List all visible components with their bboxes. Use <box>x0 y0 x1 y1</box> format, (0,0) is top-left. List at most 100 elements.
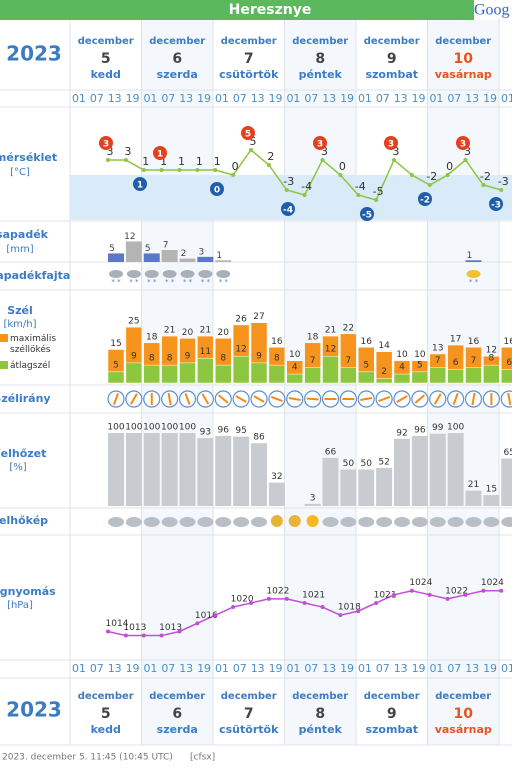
temperature-label: -3 <box>283 175 294 188</box>
precip-type-icon <box>109 270 123 278</box>
pressure-point <box>463 592 468 597</box>
wind-label: 8 <box>220 354 226 364</box>
daily-min-label: 1 <box>137 181 143 191</box>
footer: 2023. december 5. 11:45 (10:45 UTC) <box>2 753 173 763</box>
pressure-point <box>141 633 146 638</box>
wind-label: 21 <box>164 326 175 336</box>
cloud-bar <box>429 433 446 506</box>
cloud-bar <box>179 433 196 506</box>
legend-label: maximális széllökés <box>10 334 56 355</box>
hour: 01 <box>286 92 300 105</box>
wind-label: 25 <box>128 317 139 327</box>
cloud-picture-icon <box>447 517 464 527</box>
cloud-label: 100 <box>107 423 124 433</box>
hour: 13 <box>108 92 122 105</box>
cloud-bar <box>233 436 250 506</box>
logo-box[interactable] <box>474 0 512 20</box>
row-label: sapadék <box>0 228 49 241</box>
weekday: vasárnap <box>435 68 492 81</box>
temperature-point <box>141 168 146 172</box>
cloud-bar <box>197 438 214 506</box>
precipitation-label: 3 <box>199 247 205 257</box>
content: 2023 december5kedddecember6szerdadecember… <box>0 36 512 763</box>
wind-label: 22 <box>343 323 354 333</box>
row-label: Szélirány <box>0 392 51 405</box>
pressure-point <box>374 600 379 605</box>
wind-label: 16 <box>468 337 480 347</box>
wind-label: 21 <box>200 326 211 336</box>
cloud-picture-icon <box>411 517 428 527</box>
pressure-label: 1022 <box>266 586 289 596</box>
legend-line: átlagszél <box>10 360 50 371</box>
wind-label: 7 <box>346 356 352 366</box>
daily-min-marker <box>281 202 295 216</box>
hour: 01 <box>286 662 300 675</box>
pressure-point <box>302 600 307 605</box>
logo[interactable]: Goog <box>474 2 510 19</box>
daily-min-label: -3 <box>491 201 501 211</box>
wind-label: 13 <box>432 343 443 353</box>
hour: 01 <box>429 662 443 675</box>
pressure-point <box>213 613 218 618</box>
cloud-label: 50 <box>361 459 373 469</box>
wind-direction-arrow <box>360 396 373 402</box>
daily-max-label: 3 <box>317 140 323 150</box>
day-number: 5 <box>101 706 111 722</box>
cloud-label: 95 <box>235 426 246 436</box>
cloud-bar <box>268 482 285 506</box>
wind-label: 7 <box>435 356 441 366</box>
hour: 13 <box>179 662 193 675</box>
month: december <box>364 691 420 702</box>
temperature-point <box>106 158 110 162</box>
cloud-bar <box>322 457 339 506</box>
precip-type-icon <box>180 270 195 278</box>
daily-max-label: 3 <box>103 140 109 150</box>
daily-min-marker <box>418 192 432 206</box>
daily-max-marker <box>313 136 327 150</box>
wind-bar <box>375 378 393 384</box>
wind-label: 14 <box>378 341 390 351</box>
precip-type-icon <box>466 270 481 278</box>
precip-flakes: * * <box>183 278 193 286</box>
cloud-label: 15 <box>486 485 497 495</box>
wind-label: 16 <box>361 337 373 347</box>
precip-flakes: * * <box>219 278 229 286</box>
row-label: [°C] <box>10 167 30 178</box>
row-label: [hPa] <box>7 600 33 611</box>
temperature-point <box>374 198 379 202</box>
hour: 19 <box>197 92 211 105</box>
year: 2023 <box>6 42 62 66</box>
day-number: 10 <box>454 51 474 67</box>
wind-label: 11 <box>200 347 211 357</box>
month: december <box>78 691 134 702</box>
cloud-bar <box>125 433 142 506</box>
wind-label: 8 <box>489 354 495 364</box>
temperature-label: 3 <box>124 145 131 158</box>
wind-label: 10 <box>289 350 301 360</box>
cloud-label: 52 <box>378 458 389 468</box>
wind-label: 5 <box>113 360 119 370</box>
hour: 01 <box>143 92 157 105</box>
wind-label: 18 <box>146 332 158 342</box>
cloud-picture-icon <box>251 517 267 527</box>
pressure-point <box>392 592 396 597</box>
cloud-label: 21 <box>468 480 479 490</box>
temperature-point <box>249 148 253 152</box>
month: december <box>149 36 205 47</box>
daily-max-label: 5 <box>245 130 251 140</box>
day-number: 7 <box>244 706 254 722</box>
month: december <box>364 36 420 47</box>
legend-line: széllökés <box>10 344 51 355</box>
pressure-label: 1024 <box>409 578 432 588</box>
cloud-picture-icon <box>306 515 319 527</box>
daily-min-label: -2 <box>420 196 430 206</box>
cloud-picture-icon <box>501 517 512 527</box>
row-label: [mm] <box>6 244 33 255</box>
wind-bar <box>161 364 178 384</box>
cloud-label: 32 <box>271 472 282 482</box>
wind-direction-arrow <box>288 396 301 402</box>
row-label: [km/h] <box>3 319 36 330</box>
wind-label: 20 <box>182 328 194 338</box>
wind-direction-arrow <box>433 393 442 405</box>
